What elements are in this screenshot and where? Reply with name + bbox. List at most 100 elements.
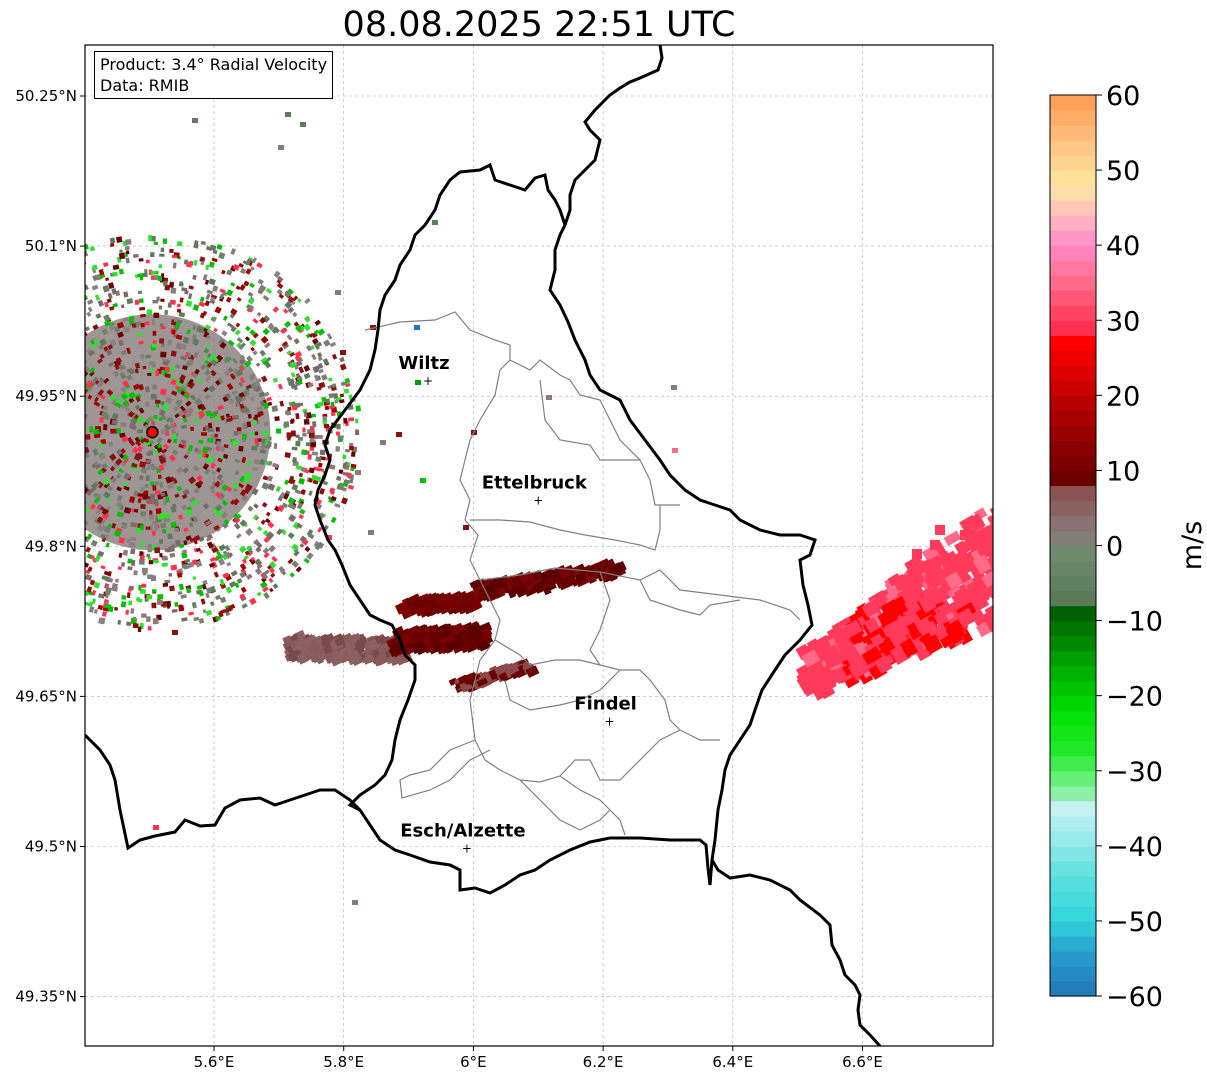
echo-pixel — [112, 370, 120, 378]
echo-pixel — [109, 237, 116, 244]
colorbar-band — [1050, 425, 1096, 441]
echo-pixel — [247, 291, 254, 298]
echo-pixel — [54, 264, 60, 270]
echo-pixel — [0, 505, 1, 511]
echo-pixel — [109, 453, 117, 461]
echo-pixel — [100, 565, 106, 570]
echo-pixel — [0, 340, 1, 347]
echo-pixel — [126, 538, 132, 544]
echo-pixel — [63, 379, 69, 386]
echo-pixel — [189, 537, 197, 543]
echo-pixel — [0, 440, 5, 443]
echo-pixel — [306, 552, 314, 560]
echo-pixel — [34, 378, 40, 384]
echo-pixel — [246, 421, 252, 428]
radar-site-marker[interactable] — [146, 425, 159, 439]
echo-pixel — [18, 461, 22, 466]
echo-pixel — [292, 457, 297, 463]
echo-pixel — [4, 306, 9, 311]
colorbar-band — [1050, 305, 1096, 321]
echo-pixel — [215, 426, 220, 432]
echo-pixel — [337, 435, 344, 441]
echo-pixel — [225, 413, 231, 418]
city-esch-alzette[interactable]: +Esch/Alzette — [400, 821, 525, 856]
colorbar-band — [1050, 530, 1096, 547]
city-wiltz[interactable]: +Wiltz — [398, 353, 449, 388]
echo-pixel — [127, 566, 133, 571]
echo-pixel — [206, 446, 213, 452]
echo-pixel — [159, 388, 167, 396]
echo-pixel — [182, 336, 190, 344]
city-findel[interactable]: +Findel — [574, 693, 637, 728]
echo-pixel — [255, 546, 262, 553]
echo-pixel — [239, 358, 246, 365]
echo-pixel — [118, 268, 124, 275]
echo-pixel — [266, 396, 272, 402]
echo-pixel — [330, 412, 336, 417]
echo-pixel — [224, 551, 232, 560]
echo-pixel — [21, 522, 27, 528]
echo-pixel — [287, 502, 295, 510]
echo-pixel — [259, 581, 268, 589]
echo-pixel — [295, 464, 303, 471]
echo-pixel — [0, 427, 3, 431]
echo-pixel — [177, 572, 183, 578]
echo-pixel — [74, 379, 80, 385]
city-label: Wiltz — [398, 353, 449, 374]
echo-pixel — [183, 540, 188, 546]
echo-pixel — [220, 415, 225, 421]
echo-pixel — [293, 338, 300, 345]
echo-pixel — [49, 522, 55, 528]
echo-pixel — [17, 379, 23, 386]
echo-pixel — [176, 303, 181, 308]
echo-pixel — [74, 496, 82, 504]
echo-pixel — [21, 452, 26, 456]
echo-pixel — [117, 331, 124, 338]
echo-pixel — [17, 463, 22, 468]
echo-pixel — [194, 397, 203, 406]
echo-pixel — [145, 526, 150, 530]
echo-pixel — [137, 598, 143, 603]
echo-pixel — [5, 568, 10, 573]
echo-pixel — [47, 274, 51, 279]
city-ettelbruck[interactable]: +Ettelbruck — [482, 472, 588, 507]
echo-pixel — [208, 412, 215, 419]
echo-pixel — [238, 381, 243, 387]
echo-pixel — [116, 472, 122, 479]
echo-pixel — [317, 401, 324, 407]
echo-pixel — [23, 354, 28, 360]
echo-pixel — [162, 582, 169, 588]
echo-pixel — [252, 466, 259, 472]
colorbar-tick-label: 40 — [1106, 231, 1140, 262]
echo-pixel — [233, 522, 241, 530]
echo-pixel — [152, 485, 157, 491]
echo-pixel — [128, 600, 133, 606]
echo-pixel — [60, 482, 65, 487]
lon-tick-label: 6°E — [460, 1053, 487, 1071]
echo-pixel — [103, 491, 111, 499]
echo-pixel — [181, 414, 187, 419]
radar-site-icon[interactable] — [146, 425, 159, 439]
echo-pixel — [992, 553, 993, 568]
echo-pixel — [162, 280, 168, 286]
echo-pixel — [3, 470, 7, 475]
echo-pixel — [196, 474, 204, 482]
echo-pixel — [347, 484, 354, 490]
echo-pixel — [89, 503, 96, 511]
colorbar-band — [1050, 410, 1096, 426]
colorbar-band — [1050, 890, 1096, 907]
echo-pixel — [245, 268, 252, 275]
echo-pixel — [101, 462, 108, 470]
echo-pixel — [92, 448, 99, 456]
echo-pixel — [11, 366, 18, 372]
colorbar-band — [1050, 860, 1096, 877]
echo-pixel — [33, 354, 40, 361]
echo-pixel — [202, 579, 208, 586]
echo-pixel — [296, 522, 303, 529]
echo-pixel — [209, 557, 216, 563]
echo-pixel — [247, 297, 255, 305]
echo-pixel — [43, 328, 50, 335]
echo-pixel — [192, 324, 197, 331]
echo-pixel — [138, 383, 144, 391]
